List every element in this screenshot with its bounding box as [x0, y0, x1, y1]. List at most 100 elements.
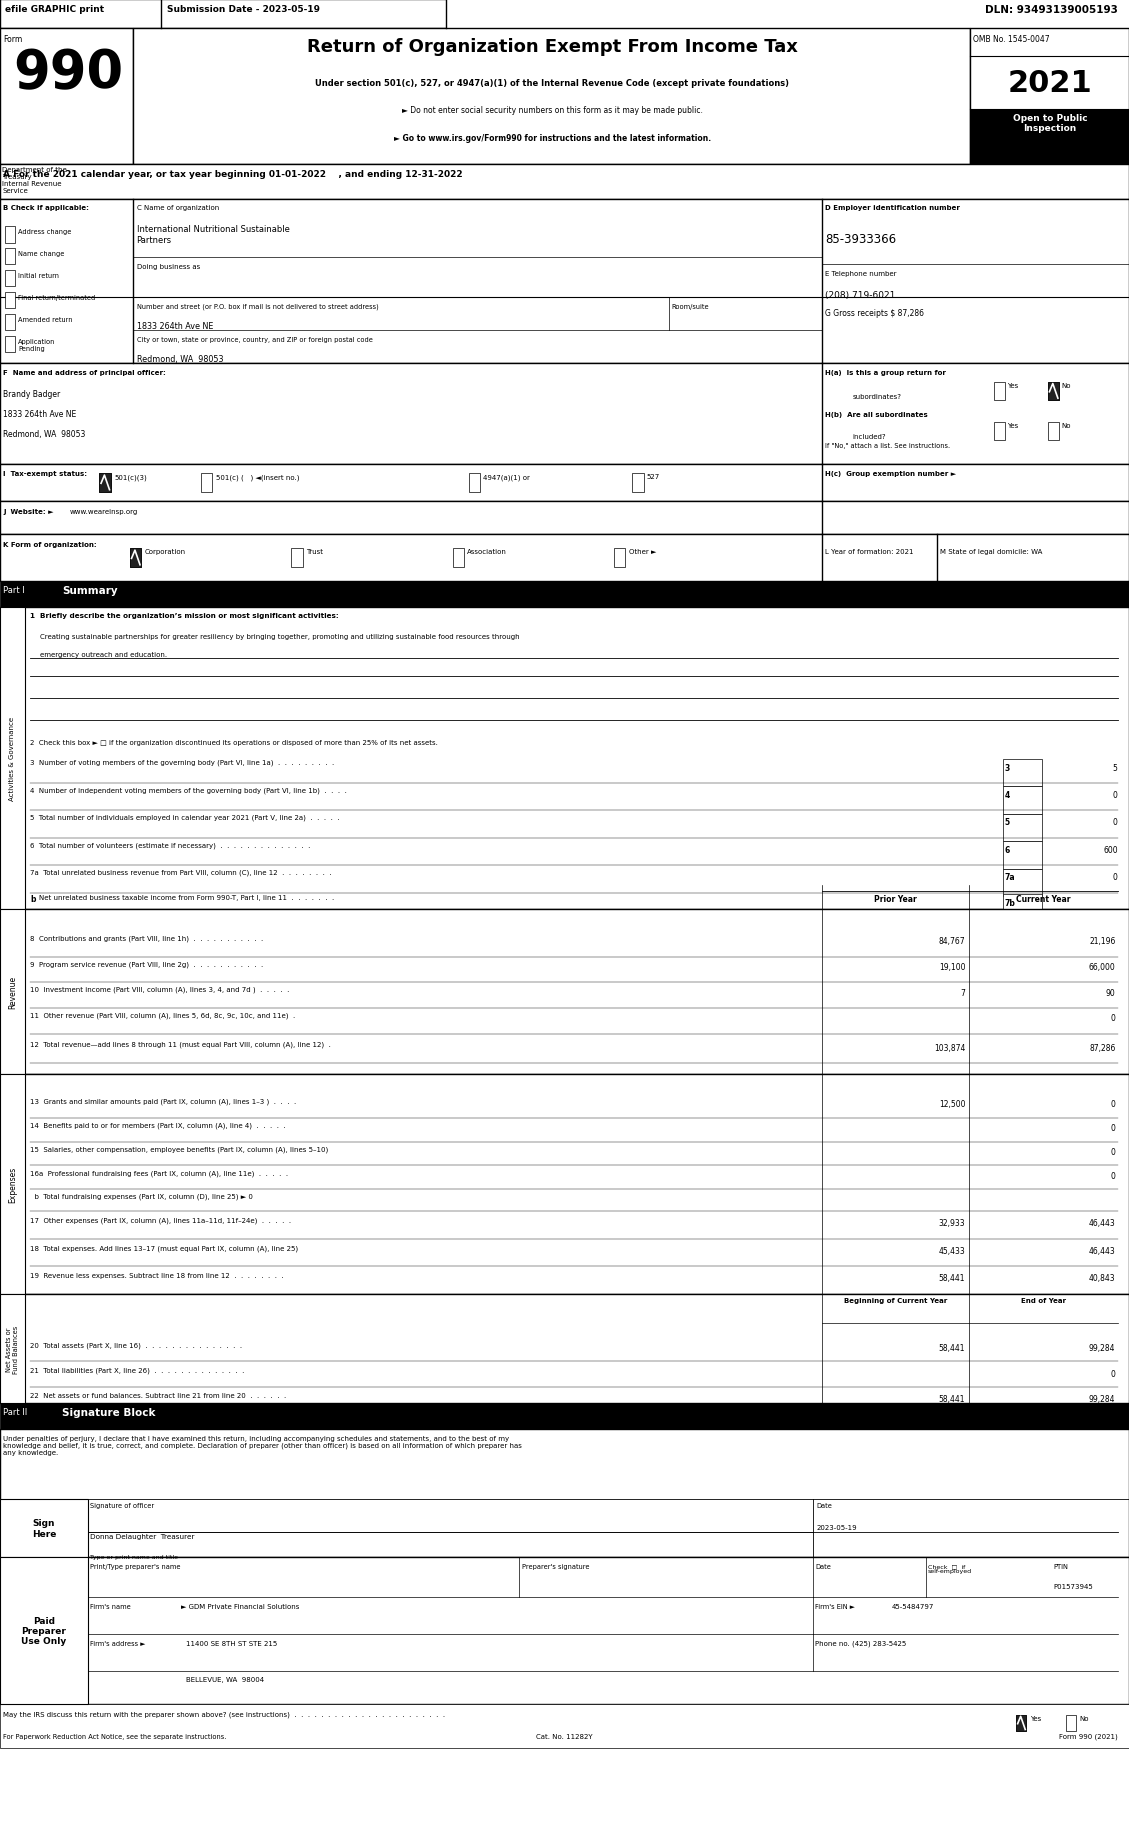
Bar [0, 165, 1129, 199]
Text: 527: 527 [647, 474, 660, 479]
Text: 0: 0 [1111, 1171, 1115, 1180]
Text: PTIN: PTIN [1053, 1563, 1068, 1568]
Text: Creating sustainable partnerships for greater resiliency by bringing together, p: Creating sustainable partnerships for gr… [40, 633, 519, 639]
Text: 58,441: 58,441 [939, 1394, 965, 1404]
Bar [970, 29, 1129, 165]
Text: 46,443: 46,443 [1088, 1246, 1115, 1255]
Text: Final return/terminated: Final return/terminated [18, 295, 95, 300]
Text: M State of legal domicile: WA: M State of legal domicile: WA [940, 549, 1043, 554]
Bar [469, 474, 480, 492]
Text: 0: 0 [1111, 1147, 1115, 1157]
Text: 8  Contributions and grants (Part VIII, line 1h)  .  .  .  .  .  .  .  .  .  .  : 8 Contributions and grants (Part VIII, l… [30, 935, 264, 942]
Bar [994, 382, 1005, 401]
Bar [0, 1704, 1129, 1748]
Text: D Employer identification number: D Employer identification number [825, 205, 960, 210]
Bar [453, 549, 464, 567]
Text: 12  Total revenue—add lines 8 through 11 (must equal Part VIII, column (A), line: 12 Total revenue—add lines 8 through 11 … [30, 1041, 331, 1049]
Text: Donna Delaughter  Treasurer: Donna Delaughter Treasurer [90, 1534, 195, 1539]
Bar [1003, 895, 1042, 922]
Text: Redmond, WA  98053: Redmond, WA 98053 [137, 355, 224, 364]
Text: H(c)  Group exemption number ►: H(c) Group exemption number ► [825, 470, 956, 476]
Bar [970, 110, 1129, 165]
Text: Date: Date [815, 1563, 831, 1568]
Text: 7: 7 [961, 988, 965, 997]
Text: 501(c)(3): 501(c)(3) [114, 474, 147, 481]
Text: Form 990 (2021): Form 990 (2021) [1059, 1733, 1118, 1740]
Bar [0, 534, 1129, 582]
Bar [0, 1074, 25, 1294]
Text: Cat. No. 11282Y: Cat. No. 11282Y [536, 1733, 593, 1738]
Bar [994, 423, 1005, 441]
Text: b: b [30, 895, 36, 904]
Text: Firm's address ►: Firm's address ► [90, 1640, 146, 1645]
Bar [201, 474, 212, 492]
Text: Brandy Badger: Brandy Badger [3, 390, 61, 399]
Text: subordinates?: subordinates? [852, 393, 901, 399]
Text: Number and street (or P.O. box if mail is not delivered to street address): Number and street (or P.O. box if mail i… [137, 304, 378, 311]
Bar [130, 549, 141, 567]
Text: 40,843: 40,843 [1088, 1274, 1115, 1283]
Bar [0, 0, 1129, 29]
Text: 4  Number of independent voting members of the governing body (Part VI, line 1b): 4 Number of independent voting members o… [30, 787, 348, 794]
Text: 45-5484797: 45-5484797 [892, 1603, 935, 1609]
Text: Yes: Yes [1007, 423, 1018, 428]
Text: Trust: Trust [306, 549, 323, 554]
Bar [632, 474, 644, 492]
Text: Preparer's signature: Preparer's signature [522, 1563, 589, 1568]
Bar [0, 1429, 1129, 1557]
Text: Application
Pending: Application Pending [18, 339, 55, 351]
Text: Prior Year: Prior Year [874, 895, 917, 904]
Text: Yes: Yes [1030, 1715, 1041, 1720]
Text: P01573945: P01573945 [1053, 1583, 1093, 1588]
Text: Yes: Yes [1007, 382, 1018, 388]
Text: efile GRAPHIC print: efile GRAPHIC print [5, 5, 104, 15]
Text: 21,196: 21,196 [1089, 937, 1115, 946]
Text: 5: 5 [1005, 818, 1010, 827]
Text: ► Do not enter social security numbers on this form as it may be made public.: ► Do not enter social security numbers o… [402, 106, 702, 115]
Text: Check  □  if
self-employed: Check □ if self-employed [928, 1563, 972, 1574]
Text: 5  Total number of individuals employed in calendar year 2021 (Part V, line 2a) : 5 Total number of individuals employed i… [30, 814, 340, 822]
Text: Part I: Part I [3, 586, 25, 595]
Text: G Gross receipts $ 87,286: G Gross receipts $ 87,286 [825, 309, 925, 318]
Bar [1003, 842, 1042, 869]
Text: Phone no. (425) 283-5425: Phone no. (425) 283-5425 [815, 1640, 907, 1647]
Text: 10  Investment income (Part VIII, column (A), lines 3, 4, and 7d )  .  .  .  .  : 10 Investment income (Part VIII, column … [30, 986, 290, 994]
Text: Doing business as: Doing business as [137, 264, 200, 269]
Text: No: No [1079, 1715, 1088, 1720]
Text: Department of the
Treasury
Internal Revenue
Service: Department of the Treasury Internal Reve… [2, 167, 67, 194]
Bar [5, 315, 15, 331]
Text: 15  Salaries, other compensation, employee benefits (Part IX, column (A), lines : 15 Salaries, other compensation, employe… [30, 1146, 329, 1153]
Text: 1  Briefly describe the organization’s mission or most significant activities:: 1 Briefly describe the organization’s mi… [30, 613, 339, 619]
Text: City or town, state or province, country, and ZIP or foreign postal code: City or town, state or province, country… [137, 337, 373, 342]
Text: 2023-05-19: 2023-05-19 [816, 1524, 857, 1530]
Text: 87,286: 87,286 [1089, 1043, 1115, 1052]
Text: 103,874: 103,874 [934, 1043, 965, 1052]
Text: 85-3933366: 85-3933366 [825, 232, 896, 245]
Bar [0, 199, 1129, 364]
Text: Summary: Summary [62, 586, 117, 595]
Text: 7a  Total unrelated business revenue from Part VIII, column (C), line 12  .  .  : 7a Total unrelated business revenue from… [30, 869, 332, 877]
Text: 5: 5 [1113, 763, 1118, 772]
Bar [0, 1074, 1129, 1294]
Text: F  Name and address of principal officer:: F Name and address of principal officer: [3, 370, 166, 375]
Text: Under section 501(c), 527, or 4947(a)(1) of the Internal Revenue Code (except pr: Under section 501(c), 527, or 4947(a)(1)… [315, 79, 789, 88]
Text: Date: Date [816, 1502, 832, 1508]
Text: Name change: Name change [18, 251, 64, 256]
Text: 3  Number of voting members of the governing body (Part VI, line 1a)  .  .  .  .: 3 Number of voting members of the govern… [30, 759, 334, 767]
Text: Sign
Here: Sign Here [32, 1519, 56, 1537]
Text: 19,100: 19,100 [939, 963, 965, 972]
Text: b  Total fundraising expenses (Part IX, column (D), line 25) ► 0: b Total fundraising expenses (Part IX, c… [30, 1193, 253, 1200]
Text: 0: 0 [1111, 1014, 1115, 1023]
Text: 0: 0 [1113, 873, 1118, 882]
Text: No: No [1061, 382, 1070, 388]
Text: ► GDM Private Financial Solutions: ► GDM Private Financial Solutions [181, 1603, 299, 1609]
Text: 21  Total liabilities (Part X, line 26)  .  .  .  .  .  .  .  .  .  .  .  .  .  : 21 Total liabilities (Part X, line 26) .… [30, 1367, 245, 1374]
Text: BELLEVUE, WA  98004: BELLEVUE, WA 98004 [186, 1676, 264, 1682]
Text: Part II: Part II [3, 1407, 27, 1416]
Bar [0, 910, 25, 1074]
Bar [5, 293, 15, 309]
Text: 1833 264th Ave NE: 1833 264th Ave NE [3, 410, 77, 419]
Bar [1048, 382, 1059, 401]
Text: Paid
Preparer
Use Only: Paid Preparer Use Only [21, 1616, 67, 1645]
Text: Return of Organization Exempt From Income Tax: Return of Organization Exempt From Incom… [307, 38, 797, 57]
